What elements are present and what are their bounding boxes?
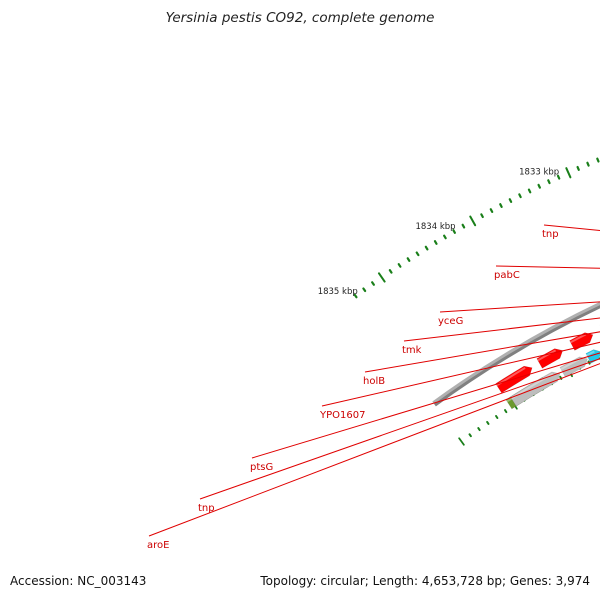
feature-forward	[569, 332, 594, 351]
gene-leader-line	[439, 301, 600, 313]
outer-tick	[537, 183, 541, 189]
outer-tick	[406, 257, 411, 262]
outer-tick	[424, 245, 429, 251]
outer-tick	[576, 165, 580, 171]
inner-tick	[477, 427, 481, 432]
gene-label: holB	[363, 376, 385, 387]
feature-highlight	[496, 367, 526, 387]
map-title: Yersinia pestis CO92, complete genome	[165, 10, 435, 26]
gene-label: tnp	[198, 503, 215, 514]
feature-reverse	[509, 371, 561, 407]
outer-tick	[556, 174, 561, 180]
outer-tick	[433, 240, 438, 245]
outer-tick	[443, 234, 447, 240]
outer-tick	[461, 223, 466, 229]
outer-tick	[415, 251, 420, 257]
feature-highlight	[510, 372, 554, 400]
outer-tick	[527, 188, 532, 194]
inner-tick	[468, 433, 472, 438]
kbp-label: 1833 kbp	[519, 167, 559, 177]
gene-label: pabC	[494, 270, 520, 281]
kbp-label: 1834 kbp	[415, 222, 455, 232]
kbp-label: 1835 kbp	[318, 287, 358, 297]
outer-tick	[586, 161, 590, 167]
outer-tick	[499, 203, 503, 208]
gene-label: ptsG	[250, 462, 273, 473]
outer-tick	[397, 263, 402, 268]
outer-tick	[596, 157, 600, 163]
outer-tick	[353, 293, 358, 299]
outer-tick	[377, 272, 386, 283]
gene-leader-line	[148, 363, 600, 537]
topology-summary: Topology: circular; Length: 4,653,728 bp…	[260, 574, 590, 588]
backbone-shadow	[432, 301, 600, 406]
gene-leader-line	[251, 352, 600, 459]
gene-label: tmk	[402, 345, 422, 356]
gene-leader-line	[321, 341, 600, 407]
outer-tick	[469, 215, 477, 227]
outer-tick	[547, 179, 551, 185]
outer-tick	[452, 229, 456, 234]
gene-label: yceG	[438, 316, 463, 327]
outer-tick	[489, 208, 494, 213]
gene-leader-line	[364, 331, 600, 373]
outer-tick	[518, 193, 522, 199]
genome-backbone	[434, 305, 600, 407]
feature-highlight	[537, 349, 557, 362]
inner-tick	[504, 409, 508, 414]
accession-text: Accession: NC_003143	[10, 574, 147, 588]
outer-tick	[388, 269, 393, 274]
outer-tick	[362, 287, 367, 293]
feature-highlight	[586, 350, 595, 357]
inner-tick	[486, 420, 490, 425]
outer-tick	[480, 213, 484, 219]
feature-forward	[495, 365, 533, 394]
gene-label: aroE	[147, 540, 169, 551]
outer-tick	[371, 281, 375, 286]
gene-label: YPO1607	[319, 410, 365, 421]
gene-leader-line	[403, 317, 600, 342]
inner-tick	[458, 437, 465, 446]
outer-tick	[565, 167, 572, 179]
inner-tick	[495, 415, 499, 420]
outer-tick	[508, 198, 513, 204]
gene-label: tnp	[542, 229, 559, 240]
gene-leader-line	[199, 358, 600, 500]
